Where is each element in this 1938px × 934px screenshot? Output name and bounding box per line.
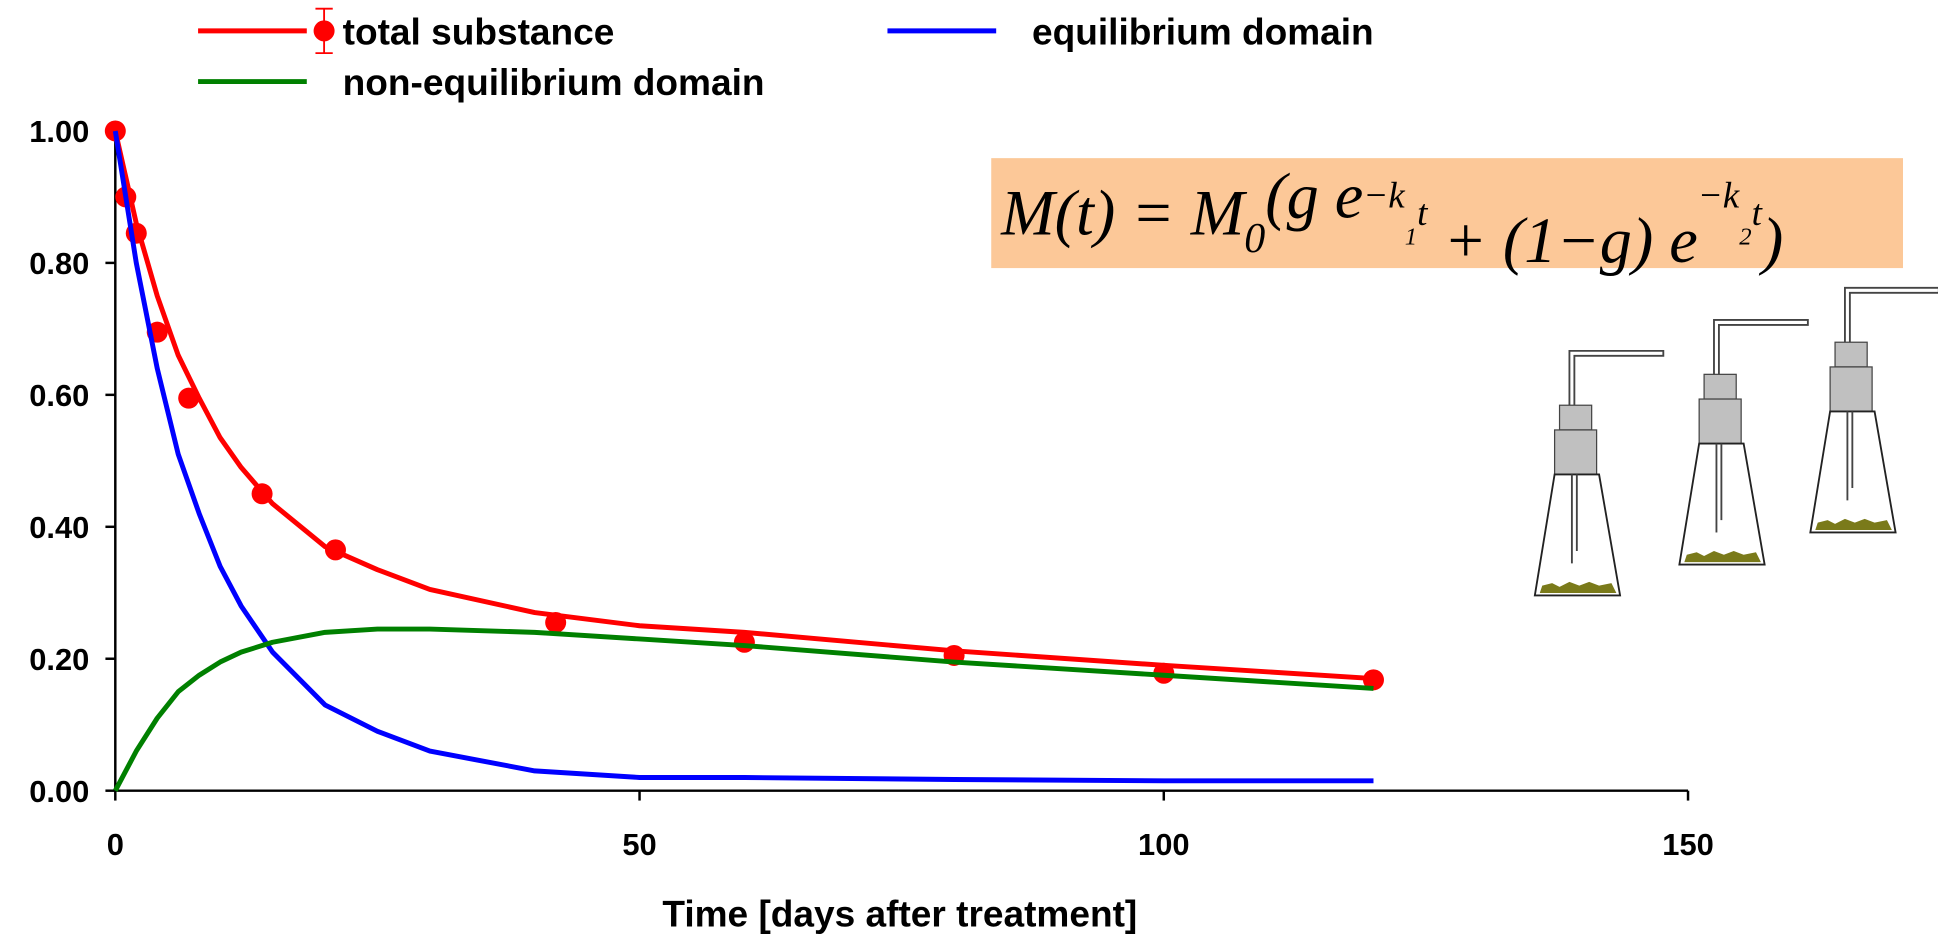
y-tick-label: 0.40 bbox=[29, 510, 89, 545]
flask-illustration bbox=[1678, 319, 1809, 566]
series-line bbox=[113, 626, 1374, 792]
flask-illustration bbox=[1809, 286, 1938, 534]
formula-part: (g e bbox=[1265, 160, 1363, 231]
formula-part: ) bbox=[1758, 205, 1783, 276]
y-tick-label: 0.80 bbox=[29, 246, 89, 281]
formula-part: t bbox=[1417, 193, 1429, 234]
legend-label: total substance bbox=[343, 10, 615, 52]
data-point bbox=[251, 483, 273, 505]
y-tick-label: 0.20 bbox=[29, 642, 89, 677]
y-tick-label: 0.60 bbox=[29, 378, 89, 413]
formula-part: + (1−g) e bbox=[1427, 205, 1697, 276]
legend-label: non-equilibrium domain bbox=[343, 61, 765, 103]
formula: M(t) = M0(g e−k1t + (1−g) e−k2t) bbox=[1000, 160, 1783, 275]
data-point bbox=[545, 611, 567, 633]
formula-part: −k bbox=[1363, 176, 1405, 217]
x-axis-title: Time [days after treatment] bbox=[662, 893, 1137, 934]
x-tick-label: 0 bbox=[107, 827, 124, 862]
x-tick-label: 50 bbox=[622, 827, 656, 862]
y-tick-label: 1.00 bbox=[29, 114, 89, 149]
formula-part: 2 bbox=[1739, 224, 1751, 251]
data-point bbox=[1362, 669, 1384, 691]
formula-part: M(t) = M bbox=[1000, 178, 1248, 249]
x-tick-label: 100 bbox=[1138, 827, 1190, 862]
x-tick-label: 150 bbox=[1662, 827, 1714, 862]
formula-part: −k bbox=[1698, 176, 1740, 217]
formula-part: 1 bbox=[1405, 224, 1417, 251]
formula-part: 0 bbox=[1244, 216, 1265, 262]
data-point bbox=[178, 387, 200, 409]
legend-marker bbox=[313, 20, 335, 42]
series-line bbox=[112, 130, 1374, 681]
data-point bbox=[733, 631, 755, 653]
series-line bbox=[112, 130, 1374, 784]
y-tick-label: 0.00 bbox=[29, 774, 89, 809]
formula-part: t bbox=[1752, 193, 1764, 234]
data-point bbox=[324, 539, 346, 561]
formula-box bbox=[991, 158, 1903, 269]
legend-label: equilibrium domain bbox=[1032, 10, 1374, 52]
flask-illustration bbox=[1533, 349, 1665, 597]
